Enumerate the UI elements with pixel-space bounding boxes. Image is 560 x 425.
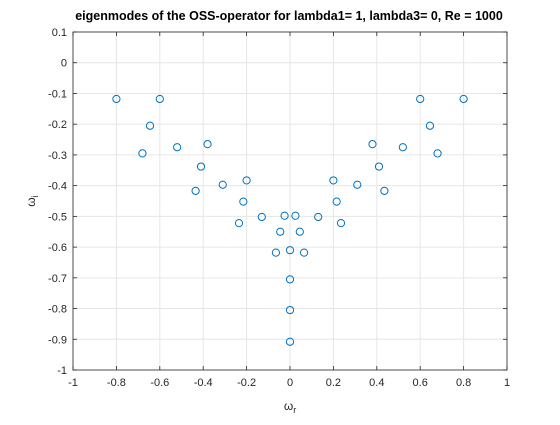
x-tick-label: -0.2 — [237, 377, 256, 389]
eigenvalue-point — [138, 149, 147, 158]
eigenvalue-point — [280, 211, 289, 220]
x-tick-label: 1 — [504, 377, 510, 389]
x-tick-label: 0.8 — [456, 377, 471, 389]
eigenvalue-point — [145, 121, 155, 130]
y-axis-symbol: ω — [24, 197, 38, 206]
eigenvalue-point — [300, 248, 309, 257]
eigenvalue-point — [374, 162, 384, 171]
eigenvalue-point — [353, 180, 362, 189]
eigenvalue-point — [433, 149, 442, 158]
data-points — [112, 94, 468, 346]
y-tick-label: -0.8 — [48, 304, 67, 316]
x-tick-label: -0.4 — [194, 377, 213, 389]
x-tick-label: -0.8 — [107, 377, 126, 389]
x-tick-label: 0.4 — [369, 377, 384, 389]
eigenvalue-point — [276, 227, 285, 236]
eigenvalue-point — [459, 94, 468, 104]
y-tick-label: -0.3 — [48, 150, 67, 162]
eigenvalue-point — [218, 180, 227, 189]
eigenvalue-point — [271, 248, 280, 257]
y-tick-label: -0.9 — [48, 334, 67, 346]
eigenvalue-point — [257, 212, 266, 222]
eigenvalue-point — [173, 143, 182, 152]
plot-area: -1 -0.8 -0.6 -0.4 -0.2 0 0.2 0.4 0.6 0.8 1 0.1 0 -0.… — [48, 27, 510, 389]
chart-title: eigenmodes of the OSS-operator for lambd… — [75, 9, 503, 23]
eigenvalue-point — [285, 305, 295, 315]
eigenvalue-point — [242, 176, 251, 185]
eigenvalue-point — [368, 140, 377, 149]
eigenvalue-point — [291, 211, 300, 220]
eigenvalue-point — [155, 94, 164, 104]
eigenvalue-point — [416, 94, 425, 104]
y-tick-label: -0.7 — [48, 273, 67, 285]
y-tick-label: 0.1 — [52, 27, 67, 39]
eigenvalue-point — [314, 212, 323, 222]
eigenvalue-point — [203, 140, 212, 149]
y-tick-label: -0.4 — [48, 181, 67, 193]
x-tick-labels: -1 -0.8 -0.6 -0.4 -0.2 0 0.2 0.4 0.6 0.8 1 — [68, 377, 510, 389]
y-tick-label: -0.6 — [48, 242, 67, 254]
y-tick-label: -0.2 — [48, 119, 67, 131]
x-tick-label: -1 — [68, 377, 78, 389]
eigenvalue-point — [332, 197, 341, 206]
y-tick-label: -0.1 — [48, 88, 67, 100]
x-axis-symbol: ω — [284, 399, 293, 413]
y-tick-label: -1 — [57, 365, 67, 377]
x-tick-label: 0.2 — [326, 377, 341, 389]
x-tick-label: -0.6 — [150, 377, 169, 389]
y-tick-label: -0.5 — [48, 211, 67, 223]
eigenvalue-point — [336, 219, 346, 228]
y-axis-label: ωi — [24, 195, 40, 206]
x-tick-label: 0.6 — [413, 377, 428, 389]
x-axis-label: ωr — [284, 399, 296, 415]
eigenvalue-point — [196, 162, 206, 171]
eigenvalue-point — [425, 121, 435, 130]
eigenvalue-point — [112, 94, 121, 104]
eigenvalue-point — [398, 143, 407, 152]
y-axis-subscript: i — [30, 195, 40, 197]
eigenvalue-point — [285, 275, 295, 284]
eigenvalue-point — [329, 176, 338, 185]
y-tick-labels: 0.1 0 -0.1 -0.2 -0.3 -0.4 -0.5 -0.6 -0.7 -0.8 -0.9… — [48, 27, 67, 377]
x-tick-label: 0 — [287, 377, 293, 389]
x-axis-subscript: r — [293, 405, 296, 415]
eigenvalue-point — [380, 186, 389, 195]
eigenvalue-point — [191, 186, 200, 195]
axes-box — [72, 31, 508, 371]
eigenvalue-point — [285, 337, 295, 346]
eigenvalue-point — [234, 219, 244, 228]
eigenvalue-point — [239, 197, 248, 206]
eigenvalue-point — [285, 246, 295, 255]
y-tick-label: 0 — [61, 58, 67, 70]
eigenvalue-point — [295, 227, 304, 236]
